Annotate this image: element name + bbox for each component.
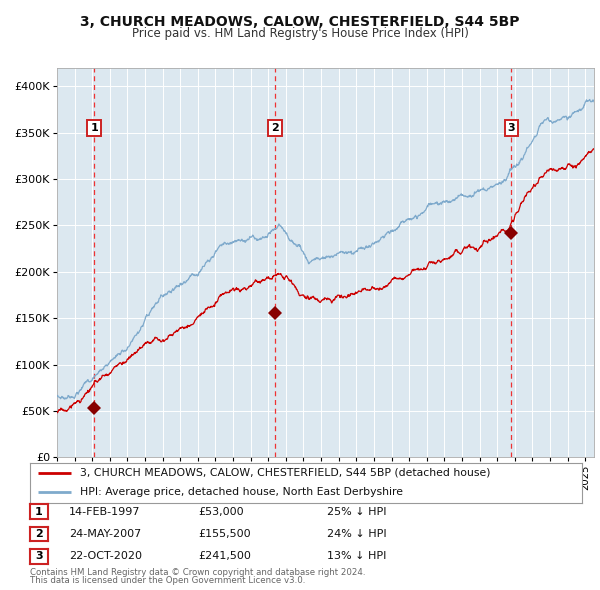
Text: 2: 2 — [35, 529, 43, 539]
Text: 24% ↓ HPI: 24% ↓ HPI — [327, 529, 386, 539]
Text: 14-FEB-1997: 14-FEB-1997 — [69, 507, 140, 516]
Text: HPI: Average price, detached house, North East Derbyshire: HPI: Average price, detached house, Nort… — [80, 487, 403, 497]
Text: This data is licensed under the Open Government Licence v3.0.: This data is licensed under the Open Gov… — [30, 576, 305, 585]
Text: 24-MAY-2007: 24-MAY-2007 — [69, 529, 141, 539]
Text: 1: 1 — [35, 507, 43, 516]
Text: 1: 1 — [91, 123, 98, 133]
Text: 3, CHURCH MEADOWS, CALOW, CHESTERFIELD, S44 5BP: 3, CHURCH MEADOWS, CALOW, CHESTERFIELD, … — [80, 15, 520, 29]
Text: 3, CHURCH MEADOWS, CALOW, CHESTERFIELD, S44 5BP (detached house): 3, CHURCH MEADOWS, CALOW, CHESTERFIELD, … — [80, 468, 490, 478]
Text: 3: 3 — [508, 123, 515, 133]
Text: 3: 3 — [35, 552, 43, 561]
Text: 25% ↓ HPI: 25% ↓ HPI — [327, 507, 386, 516]
Text: £53,000: £53,000 — [198, 507, 244, 516]
Text: 13% ↓ HPI: 13% ↓ HPI — [327, 552, 386, 561]
Text: Price paid vs. HM Land Registry's House Price Index (HPI): Price paid vs. HM Land Registry's House … — [131, 27, 469, 40]
Text: 2: 2 — [271, 123, 279, 133]
Text: Contains HM Land Registry data © Crown copyright and database right 2024.: Contains HM Land Registry data © Crown c… — [30, 568, 365, 577]
Text: £155,500: £155,500 — [198, 529, 251, 539]
Text: £241,500: £241,500 — [198, 552, 251, 561]
Text: 22-OCT-2020: 22-OCT-2020 — [69, 552, 142, 561]
